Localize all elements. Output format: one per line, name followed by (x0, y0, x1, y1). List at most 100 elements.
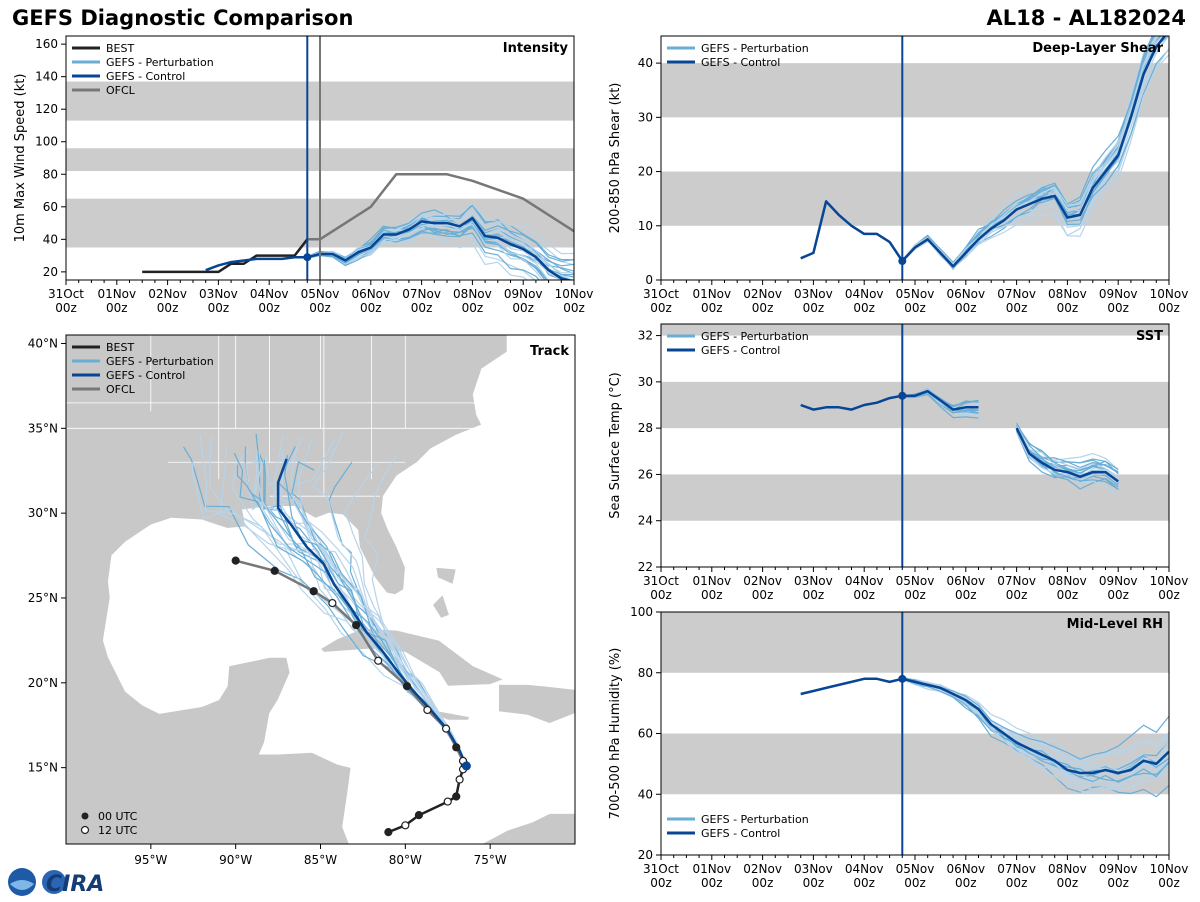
best-track-point (452, 792, 461, 801)
shear-x-tick-label: 05Nov (896, 287, 935, 301)
sst-x-tick-label-hour: 00z (853, 588, 875, 602)
intensity-x-tick-label-hour: 00z (106, 301, 128, 315)
ofcl-track-point (452, 743, 461, 752)
lon-tick-label: 85°W (304, 853, 337, 867)
sst-x-tick-label-hour: 00z (1057, 588, 1079, 602)
rh-x-tick-label: 06Nov (946, 862, 985, 876)
intensity-x-tick-label: 06Nov (351, 287, 390, 301)
sst-x-tick-label-hour: 00z (1158, 588, 1180, 602)
rh-x-tick-label: 08Nov (1048, 862, 1087, 876)
lon-tick-label: 95°W (134, 853, 167, 867)
intensity-perturbation-line (307, 224, 549, 280)
ofcl-track-point (309, 587, 318, 596)
intensity-x-tick-label: 02Nov (148, 287, 187, 301)
sst-legend-label: GEFS - Perturbation (701, 330, 809, 343)
shear-x-tick-label-hour: 00z (701, 301, 723, 315)
rh-y-axis-label: 700-500 hPa Humidity (%) (608, 648, 623, 820)
shear-x-tick-label: 07Nov (997, 287, 1036, 301)
page-title: GEFS Diagnostic Comparison (12, 6, 354, 30)
intensity-x-tick-label-hour: 00z (55, 301, 77, 315)
best-track-point (414, 811, 424, 820)
sst-y-tick-label: 24 (638, 514, 653, 528)
intensity-x-tick-label: 31Oct (48, 287, 84, 301)
rh-perturbation-line (902, 678, 1169, 760)
shear-panel-title: Deep-Layer Shear (1032, 41, 1163, 56)
sst-legend-label: GEFS - Control (701, 344, 780, 357)
intensity-x-tick-label: 05Nov (301, 287, 340, 301)
intensity-panel-title: Intensity (503, 41, 569, 56)
intensity-y-tick-label: 160 (35, 37, 58, 51)
track-panel: 95°W 90°W 85°W 80°W 75°W 15°N 20°N 25°N 30°N 35°N… (28, 334, 576, 867)
rh-x-tick-label-hour: 00z (1057, 876, 1079, 890)
intensity-y-tick-label: 60 (43, 200, 58, 214)
rh-x-tick-label: 02Nov (743, 862, 782, 876)
intensity-legend-label: GEFS - Perturbation (106, 56, 214, 69)
rh-x-tick-label-hour: 00z (853, 876, 875, 890)
sst-x-tick-label: 01Nov (692, 574, 731, 588)
lon-tick-label: 75°W (474, 853, 507, 867)
shear-x-tick-label: 04Nov (845, 287, 884, 301)
track-legend-label: GEFS - Control (106, 369, 185, 382)
rh-x-tick-label-hour: 00z (650, 876, 672, 890)
shear-perturbation-line (901, 36, 1159, 266)
shear-x-tick-label-hour: 00z (650, 301, 672, 315)
rh-legend-label: GEFS - Perturbation (701, 813, 809, 826)
globe-icon (42, 870, 66, 894)
intensity-x-tick-label-hour: 00z (208, 301, 230, 315)
intensity-x-tick-label: 01Nov (97, 287, 136, 301)
rh-x-tick-label: 01Nov (692, 862, 731, 876)
intensity-x-tick-label: 09Nov (504, 287, 543, 301)
rh-x-tick-label-hour: 00z (904, 876, 926, 890)
rh-perturbation-line (902, 678, 1169, 791)
sst-panel-title: SST (1136, 329, 1163, 344)
ofcl-track-point (374, 656, 383, 665)
rh-x-tick-label: 03Nov (794, 862, 833, 876)
sst-y-tick-label: 30 (638, 375, 653, 389)
rh-x-tick-label-hour: 00z (1006, 876, 1028, 890)
intensity-ofcl-line (307, 173, 574, 241)
sst-y-tick-label: 28 (638, 421, 653, 435)
sst-x-tick-label: 06Nov (946, 574, 985, 588)
best-track-point (384, 828, 393, 837)
intensity-legend-label: OFCL (106, 84, 136, 97)
intensity-perturbation-line (307, 232, 540, 280)
shear-x-tick-label-hour: 00z (752, 301, 774, 315)
shear-y-tick-label: 0 (645, 273, 653, 287)
shear-panel: 31Oct00z01Nov00z02Nov00z03Nov00z04Nov00z… (608, 35, 1188, 315)
control-start-point (461, 761, 471, 771)
track-legend-label: BEST (106, 341, 134, 354)
control-track-line (276, 458, 468, 767)
sst-x-tick-label: 02Nov (743, 574, 782, 588)
shear-x-tick-label: 31Oct (643, 287, 679, 301)
rh-x-tick-label: 09Nov (1099, 862, 1138, 876)
bahamas-land (431, 593, 450, 619)
sst-y-tick-label: 26 (638, 467, 653, 481)
best-track-point (401, 821, 410, 830)
shear-x-tick-label-hour: 00z (1158, 301, 1180, 315)
shear-current-marker (898, 257, 907, 266)
lon-tick-label: 90°W (219, 853, 252, 867)
ofcl-track-point (328, 598, 337, 608)
intensity-x-tick-label: 08Nov (453, 287, 492, 301)
sst-perturbation-line (1016, 426, 1119, 478)
intensity-x-tick-label: 10Nov (555, 287, 594, 301)
rh-band-0 (661, 733, 1169, 795)
utc12-legend-marker (80, 825, 90, 835)
intensity-y-tick-label: 140 (35, 70, 58, 84)
shear-x-tick-label-hour: 00z (1107, 301, 1129, 315)
sst-x-tick-label: 31Oct (643, 574, 679, 588)
rh-x-tick-label-hour: 00z (701, 876, 723, 890)
sst-x-tick-label: 09Nov (1099, 574, 1138, 588)
rh-plot-area (661, 612, 1169, 798)
utc00-legend-label: 00 UTC (98, 810, 138, 823)
intensity-y-tick-label: 120 (35, 102, 58, 116)
shear-x-tick-label-hour: 00z (1057, 301, 1079, 315)
sst-y-tick-label: 32 (638, 329, 653, 343)
intensity-x-tick-label-hour: 00z (411, 301, 433, 315)
shear-x-tick-label: 08Nov (1048, 287, 1087, 301)
shear-legend-label: GEFS - Perturbation (701, 42, 809, 55)
lat-tick-label: 40°N (28, 336, 58, 350)
sst-x-tick-label-hour: 00z (650, 588, 672, 602)
intensity-x-tick-label-hour: 00z (462, 301, 484, 315)
shear-x-tick-label: 03Nov (794, 287, 833, 301)
